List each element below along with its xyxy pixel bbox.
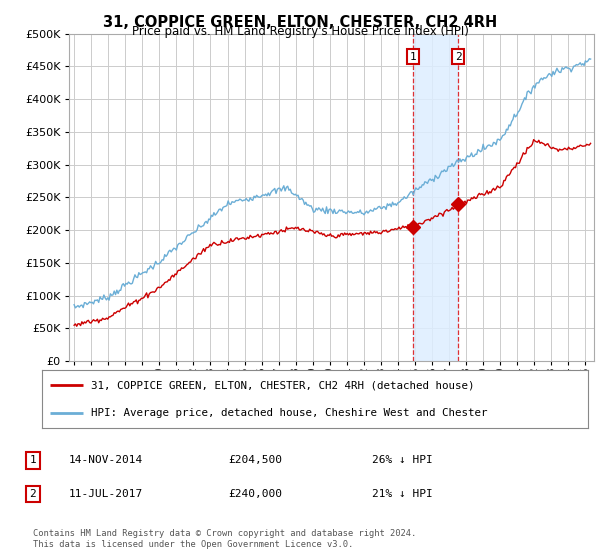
Text: 1: 1	[409, 52, 416, 62]
Text: 1: 1	[29, 455, 37, 465]
Text: £204,500: £204,500	[228, 455, 282, 465]
Text: Price paid vs. HM Land Registry's House Price Index (HPI): Price paid vs. HM Land Registry's House …	[131, 25, 469, 38]
Text: 31, COPPICE GREEN, ELTON, CHESTER, CH2 4RH (detached house): 31, COPPICE GREEN, ELTON, CHESTER, CH2 4…	[91, 380, 475, 390]
Text: 21% ↓ HPI: 21% ↓ HPI	[372, 489, 433, 499]
Text: 14-NOV-2014: 14-NOV-2014	[69, 455, 143, 465]
Text: 26% ↓ HPI: 26% ↓ HPI	[372, 455, 433, 465]
Text: 31, COPPICE GREEN, ELTON, CHESTER, CH2 4RH: 31, COPPICE GREEN, ELTON, CHESTER, CH2 4…	[103, 15, 497, 30]
Text: Contains HM Land Registry data © Crown copyright and database right 2024.
This d: Contains HM Land Registry data © Crown c…	[33, 529, 416, 549]
Text: 2: 2	[455, 52, 461, 62]
Text: 11-JUL-2017: 11-JUL-2017	[69, 489, 143, 499]
Text: 2: 2	[29, 489, 37, 499]
Bar	[413, 34, 458, 361]
Text: £240,000: £240,000	[228, 489, 282, 499]
Text: HPI: Average price, detached house, Cheshire West and Chester: HPI: Average price, detached house, Ches…	[91, 408, 488, 418]
